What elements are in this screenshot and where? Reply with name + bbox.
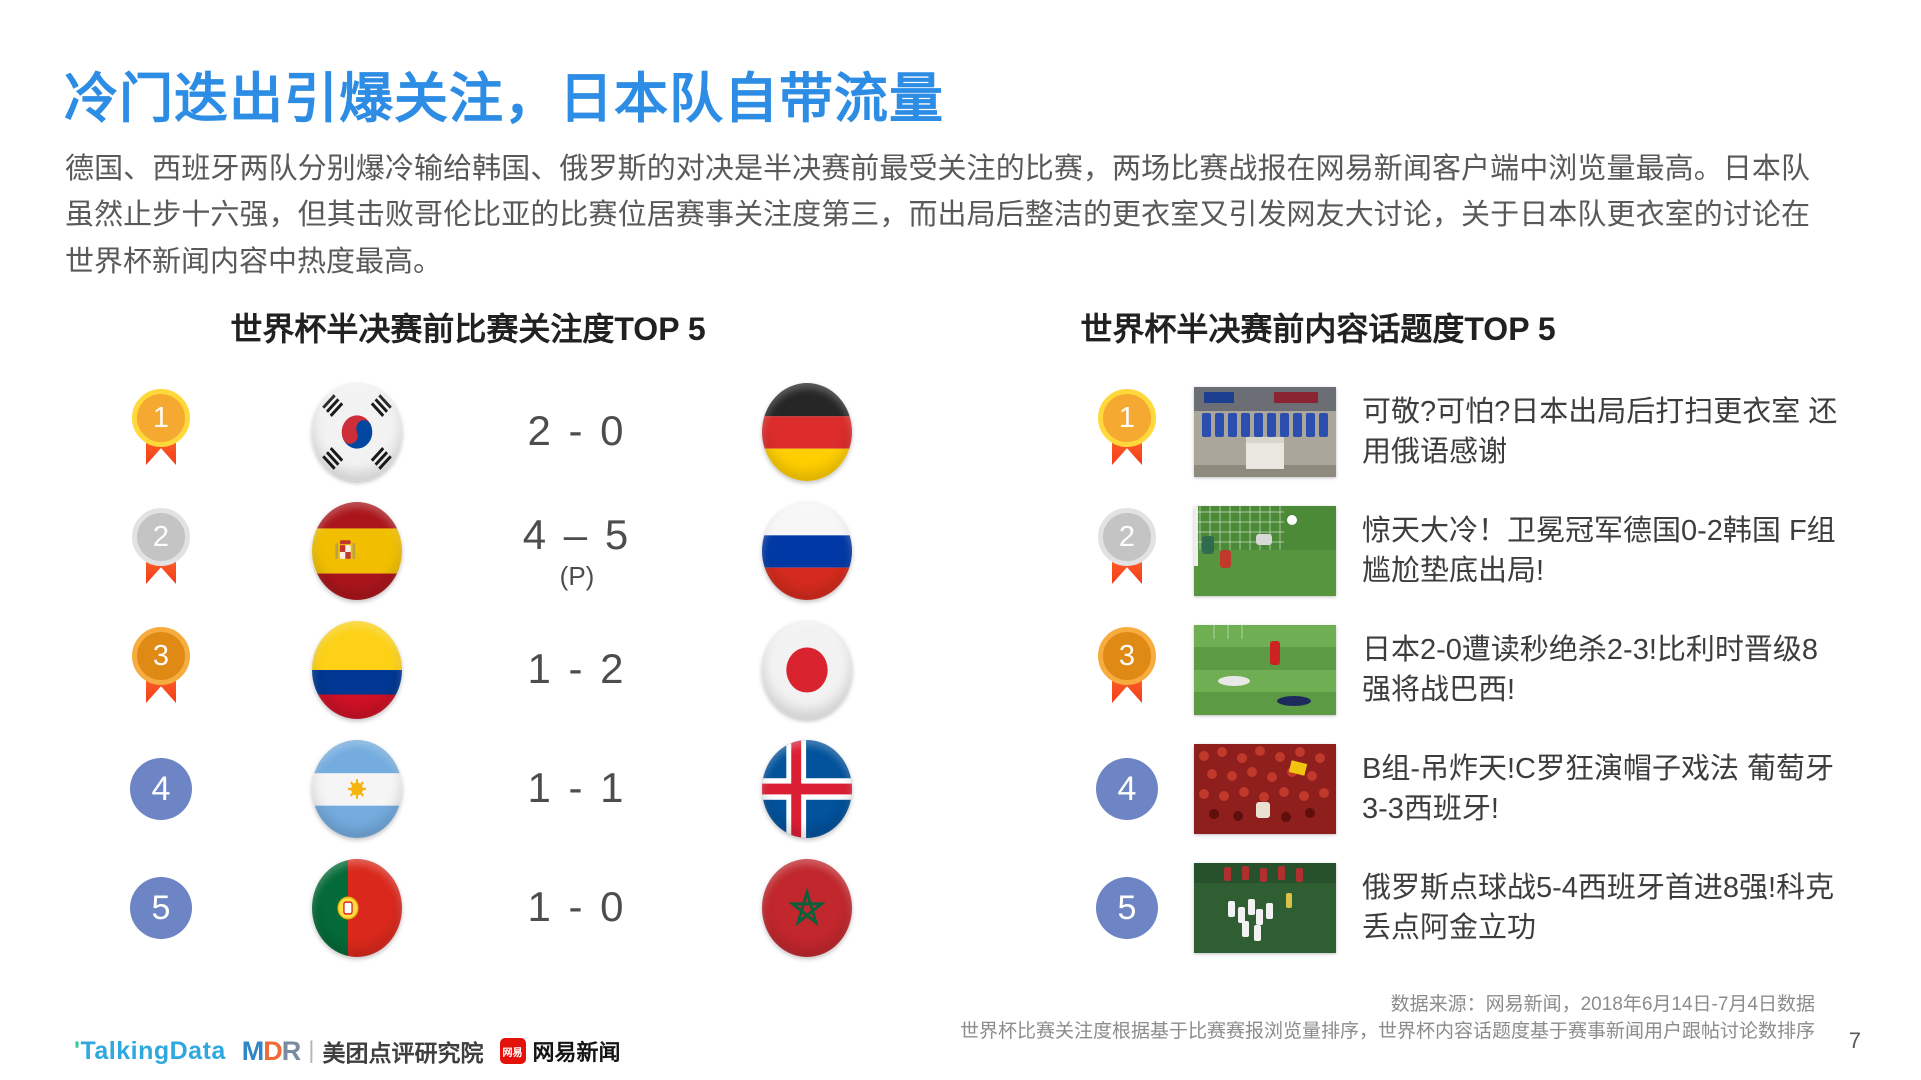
rank-number: 4 <box>151 769 171 808</box>
data-source-notes: 数据来源：网易新闻，2018年6月14日-7月4日数据 世界杯比赛关注度根据基于… <box>960 992 1815 1045</box>
news-thumbnail-fallen-players <box>1194 625 1336 715</box>
rank-circle-icon: 4 <box>130 758 192 820</box>
match-ranking-list: 1 <box>130 382 852 977</box>
match-row-2: 2 4 <box>130 501 852 601</box>
mdr-monogram-icon: MDR <box>241 1035 301 1066</box>
iceland-flag-icon <box>762 740 852 838</box>
news-headline: B组-吊炸天!C罗狂演帽子戏法 葡萄牙3-3西班牙! <box>1362 752 1835 825</box>
footer-logos: 'TalkingData MDR | 美团点评研究院 网易 网易新闻 <box>74 1034 621 1068</box>
south-korea-flag-icon <box>312 383 402 481</box>
portugal-flag-icon <box>312 859 402 957</box>
netease-news-label: 网易新闻 <box>532 1040 621 1065</box>
match-score: 1 - 2 <box>527 645 627 692</box>
netease-badge-icon: 网易 <box>499 1038 526 1064</box>
topic-ranking-list: 1 <box>1096 382 1840 977</box>
right-panel-heading: 世界杯半决赛前内容话题度TOP 5 <box>1080 311 1556 347</box>
left-panel-heading: 世界杯半决赛前比赛关注度TOP 5 <box>230 311 706 347</box>
spain-flag-icon <box>312 502 402 600</box>
match-row-5: 5 1 - 0 <box>130 858 852 958</box>
news-headline: 日本2-0遭读秒绝杀2-3!比利时晋级8强将战巴西! <box>1362 633 1819 706</box>
japan-flag-icon <box>762 621 852 719</box>
germany-flag-icon <box>762 383 852 481</box>
news-thumbnail-fans-crowd <box>1194 744 1336 834</box>
rank-number: 3 <box>1118 639 1136 672</box>
rank-circle-icon: 4 <box>1096 758 1158 820</box>
talkingdata-tick-icon: ' <box>74 1036 81 1065</box>
silver-medal-icon: 2 <box>1098 508 1156 594</box>
match-score: 1 - 1 <box>527 764 627 811</box>
rank-number: 2 <box>1118 520 1136 553</box>
news-item-3: 3 日本2-0遭读秒绝杀2-3!比利时晋级8强将战巴西! <box>1096 620 1840 720</box>
news-thumbnail-goal-scene <box>1194 506 1336 596</box>
match-score: 4 – 5 <box>522 510 632 558</box>
bronze-medal-icon: 3 <box>132 627 190 713</box>
colombia-flag-icon <box>312 621 402 719</box>
russia-flag-icon <box>762 502 852 600</box>
rank-number: 1 <box>1118 401 1136 434</box>
bronze-medal-icon: 3 <box>1098 627 1156 713</box>
match-score: 1 - 0 <box>527 883 627 930</box>
news-thumbnail-locker-room <box>1194 387 1336 477</box>
rank-number: 1 <box>152 401 170 434</box>
news-item-4: 4 <box>1096 739 1840 839</box>
rank-circle-icon: 5 <box>1096 877 1158 939</box>
logo-divider: | <box>308 1037 315 1064</box>
intro-paragraph: 德国、西班牙两队分别爆冷输给韩国、俄罗斯的对决是半决赛前最受关注的比赛，两场比赛… <box>65 153 1810 278</box>
news-headline: 可敬?可怕?日本出局后打扫更衣室 还用俄语感谢 <box>1362 395 1838 468</box>
meituan-dianping-research-logo: MDR | 美团点评研究院 <box>242 1034 484 1068</box>
page-title: 冷门迭出引爆关注，日本队自带流量 <box>64 69 944 129</box>
rank-number: 4 <box>1117 769 1137 808</box>
gold-medal-icon: 1 <box>132 389 190 475</box>
match-row-1: 1 <box>130 382 852 482</box>
meituan-research-label: 美团点评研究院 <box>322 1040 484 1066</box>
rank-circle-icon: 5 <box>130 877 192 939</box>
match-score: 2 - 0 <box>527 407 627 454</box>
talkingdata-logo: 'TalkingData <box>74 1036 226 1065</box>
data-source-line1: 数据来源：网易新闻，2018年6月14日-7月4日数据 <box>1390 994 1815 1015</box>
argentina-flag-icon <box>312 740 402 838</box>
match-score-note: (P) <box>559 560 595 591</box>
page-number: 7 <box>1848 1028 1861 1053</box>
data-source-line2: 世界杯比赛关注度根据基于比赛赛报浏览量排序，世界杯内容话题度基于赛事新闻用户跟帖… <box>959 1020 1815 1042</box>
morocco-flag-icon <box>762 859 852 957</box>
news-item-5: 5 <box>1096 858 1840 958</box>
rank-number: 3 <box>152 639 170 672</box>
gold-medal-icon: 1 <box>1098 389 1156 475</box>
news-headline: 惊天大冷！卫冕冠军德国0-2韩国 F组尴尬垫底出局! <box>1362 514 1836 587</box>
rank-number: 2 <box>152 520 170 553</box>
rank-number: 5 <box>1117 888 1137 927</box>
news-thumbnail-penalty-celebration <box>1194 863 1336 953</box>
news-headline: 俄罗斯点球战5-4西班牙首进8强!科克丢点阿金立功 <box>1362 871 1835 944</box>
match-row-4: 4 1 - 1 <box>130 739 852 839</box>
netease-news-logo: 网易 网易新闻 <box>499 1035 621 1067</box>
rank-number: 5 <box>151 888 171 927</box>
news-item-1: 1 <box>1096 382 1840 482</box>
silver-medal-icon: 2 <box>132 508 190 594</box>
match-row-3: 3 1 - 2 <box>130 620 852 720</box>
news-item-2: 2 <box>1096 501 1840 601</box>
